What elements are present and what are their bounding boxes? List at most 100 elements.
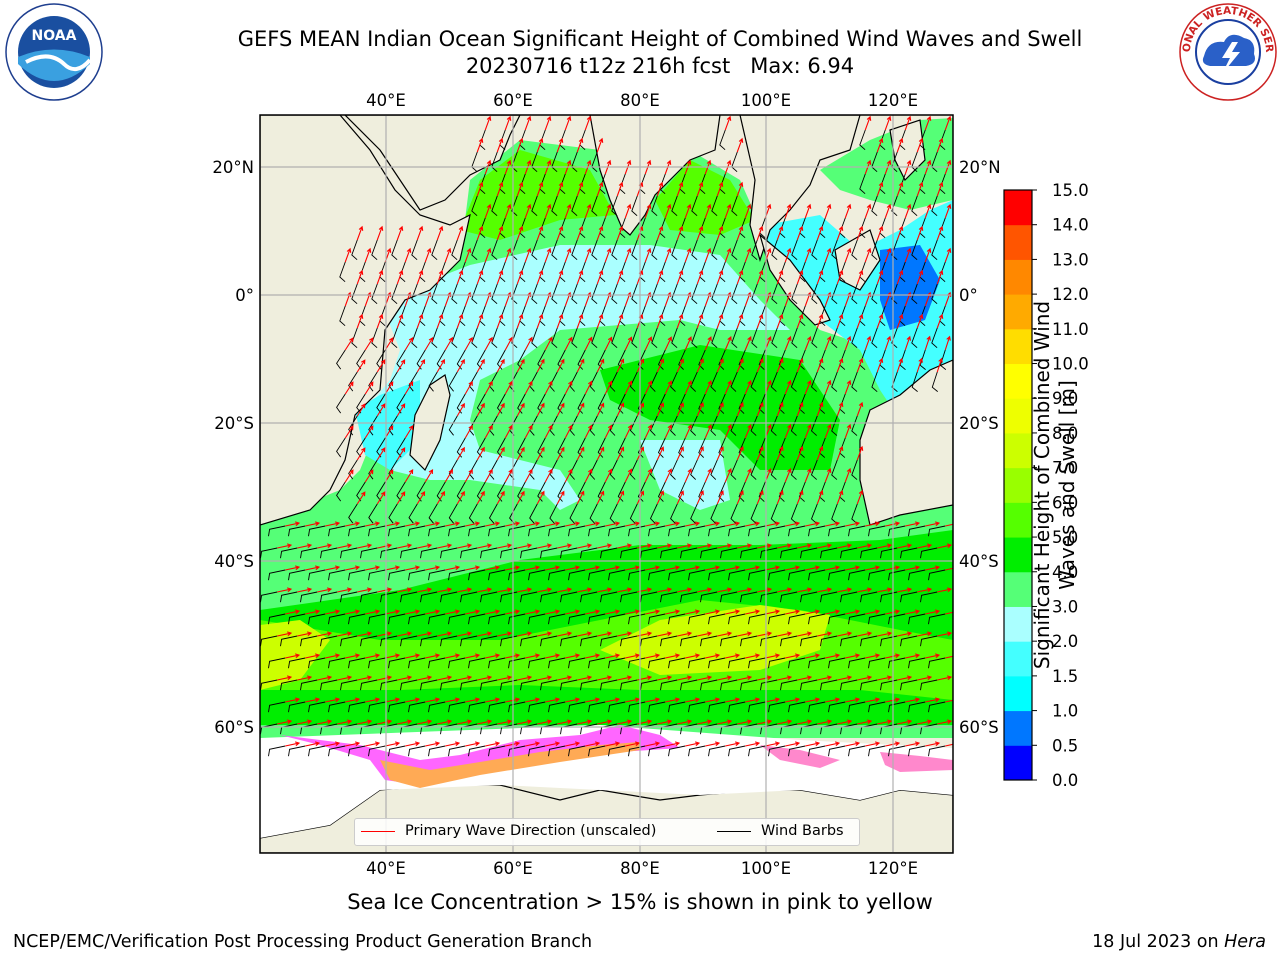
wave-direction-arrow bbox=[896, 313, 904, 329]
wave-direction-arrow bbox=[565, 609, 581, 615]
wind-barb bbox=[431, 327, 438, 349]
wave-direction-arrow bbox=[604, 424, 613, 439]
wind-barb bbox=[511, 327, 518, 349]
colorbar-tick-label: 9.0 bbox=[1052, 389, 1078, 408]
wind-barb bbox=[528, 701, 546, 713]
wind-barb bbox=[931, 195, 938, 217]
wave-direction-arrow bbox=[825, 609, 841, 615]
wave-direction-arrow bbox=[596, 269, 604, 285]
sumatra-land bbox=[758, 233, 831, 326]
wind-barb bbox=[549, 503, 558, 524]
wave-direction-arrow bbox=[765, 521, 781, 527]
wave-direction-arrow bbox=[464, 336, 473, 351]
wave-direction-arrow bbox=[604, 380, 613, 395]
wind-barb bbox=[888, 745, 906, 757]
colorbar-tick-label: 0.5 bbox=[1052, 736, 1078, 755]
wind-barb bbox=[738, 437, 746, 458]
arabia-land bbox=[344, 115, 521, 211]
wind-barb bbox=[651, 327, 658, 349]
wave-direction-arrow bbox=[345, 565, 361, 571]
wave-direction-arrow bbox=[745, 697, 761, 703]
wind-barb bbox=[609, 503, 618, 524]
wave-direction-arrow bbox=[896, 357, 904, 373]
wind-barb bbox=[320, 679, 338, 691]
wind-barb bbox=[888, 701, 906, 713]
wind-barb bbox=[828, 701, 846, 713]
wave-direction-arrow bbox=[644, 336, 653, 351]
wind-barb bbox=[828, 657, 846, 669]
wind-barb bbox=[517, 349, 526, 370]
wave-direction-arrow bbox=[377, 675, 393, 681]
wind-barb bbox=[871, 371, 878, 393]
wave-direction-arrow bbox=[476, 358, 485, 373]
wave-direction-arrow bbox=[485, 653, 501, 659]
wave-direction-arrow bbox=[325, 521, 341, 527]
wind-barb bbox=[911, 239, 918, 261]
wind-barb bbox=[880, 679, 898, 691]
wave-direction-arrow bbox=[356, 447, 366, 461]
wind-barb bbox=[768, 701, 786, 713]
ice-pink-band bbox=[280, 725, 680, 785]
wave-direction-arrow bbox=[596, 358, 605, 373]
wave-direction-arrow bbox=[497, 719, 513, 725]
wave-direction-arrow bbox=[465, 653, 481, 659]
wind-barb bbox=[520, 635, 538, 647]
wave-direction-arrow bbox=[696, 225, 704, 241]
wave-direction-arrow bbox=[565, 565, 581, 571]
wind-barb bbox=[871, 195, 878, 217]
wave-direction-arrow bbox=[385, 741, 401, 747]
wave-direction-arrow bbox=[344, 337, 354, 351]
wave-direction-arrow bbox=[785, 653, 801, 659]
wind-barb bbox=[580, 547, 598, 559]
wave-direction-arrow bbox=[476, 490, 485, 505]
wave-direction-arrow bbox=[485, 565, 501, 571]
wave-direction-arrow bbox=[756, 446, 764, 461]
wave-direction-arrow bbox=[424, 337, 434, 351]
wave-direction-arrow bbox=[516, 181, 524, 197]
wind-barb bbox=[308, 701, 326, 713]
wind-barb bbox=[589, 371, 598, 392]
colorbar-tick-label: 15.0 bbox=[1052, 181, 1089, 200]
wave-direction-arrow bbox=[585, 609, 601, 615]
wave-direction-arrow bbox=[925, 609, 941, 615]
wave-direction-arrow bbox=[736, 358, 744, 373]
wave-direction-arrow bbox=[784, 335, 792, 351]
wave-direction-arrow bbox=[805, 697, 821, 703]
wave-direction-arrow bbox=[305, 565, 321, 571]
wave-direction-arrow bbox=[624, 203, 632, 219]
wave-direction-arrow bbox=[645, 565, 661, 571]
wind-barb bbox=[288, 745, 306, 757]
wave-direction-arrow bbox=[724, 336, 732, 351]
wind-barb bbox=[731, 283, 738, 305]
wind-barb bbox=[411, 327, 418, 349]
wave-direction-arrow bbox=[437, 675, 453, 681]
wave-direction-arrow bbox=[837, 543, 853, 549]
wave-direction-arrow bbox=[285, 741, 301, 747]
wave-direction-arrow bbox=[616, 269, 624, 285]
wind-barb bbox=[831, 415, 838, 436]
wind-barb bbox=[348, 525, 366, 537]
wave-direction-arrow bbox=[505, 521, 521, 527]
wave-direction-arrow bbox=[696, 446, 704, 461]
wind-barb bbox=[611, 195, 618, 217]
wind-barb bbox=[649, 459, 658, 480]
wave-direction-arrow bbox=[717, 675, 733, 681]
wave-direction-arrow bbox=[476, 402, 485, 417]
wave-direction-arrow bbox=[725, 697, 741, 703]
wind-barb bbox=[738, 349, 746, 370]
wind-barb bbox=[508, 525, 526, 537]
wave-direction-arrow bbox=[725, 653, 741, 659]
wind-barb bbox=[448, 701, 466, 713]
wind-barb bbox=[728, 745, 746, 757]
wind-barb bbox=[840, 591, 858, 603]
wave-direction-arrow bbox=[664, 203, 672, 219]
wave-direction-arrow bbox=[385, 697, 401, 703]
wave-direction-arrow bbox=[836, 357, 844, 373]
wind-barb bbox=[308, 613, 326, 625]
wave-direction-arrow bbox=[496, 137, 504, 153]
wave-direction-arrow bbox=[277, 675, 293, 681]
wind-barb bbox=[348, 701, 366, 713]
wind-barb bbox=[811, 283, 818, 305]
wind-barb bbox=[740, 635, 758, 647]
wave-direction-arrow bbox=[856, 269, 864, 285]
